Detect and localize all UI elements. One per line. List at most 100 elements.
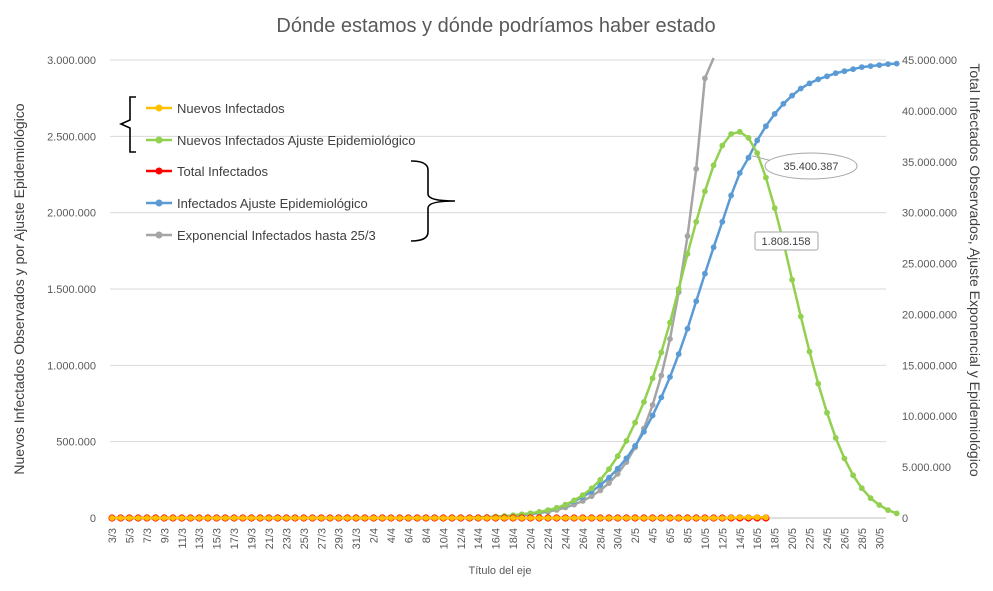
data-point [745,135,752,141]
x-tick-label: 5/3 [124,528,136,543]
data-point [606,474,612,481]
x-tick-label: 20/5 [787,528,799,549]
data-point [632,419,638,426]
data-point [649,515,656,521]
data-point [266,515,272,521]
x-tick-label: 18/5 [770,528,782,549]
data-point [484,515,490,521]
x-tick-label: 17/3 [229,528,241,549]
y-right-tick-label: 0 [902,513,908,525]
data-point [283,515,290,521]
data-point [684,233,691,240]
x-axis-label: Título del eje [469,565,532,577]
x-tick-label: 9/3 [159,528,171,543]
x-tick-label: 12/4 [456,528,468,549]
y-left-tick-label: 1.500.000 [47,284,96,296]
data-point [693,166,700,172]
data-point [867,63,874,69]
data-point [719,218,726,225]
data-point [754,150,761,157]
data-point [545,507,551,514]
data-point [300,515,307,521]
x-tick-label: 4/4 [386,528,398,543]
data-point [126,515,133,521]
data-point [693,515,700,521]
data-point [885,61,891,67]
data-point [763,174,769,181]
data-point [388,515,394,521]
data-point [667,336,673,342]
data-point [728,192,734,199]
data-point [754,514,761,521]
data-point [667,515,673,521]
data-point [510,515,516,521]
x-tick-label: 14/4 [473,528,485,549]
y-axis-right-ticks: 0 5.000.000 10.000.000 15.000.000 20.000.000… [902,55,957,525]
data-point [309,515,316,521]
data-point [562,515,569,521]
data-point [353,515,359,521]
legend-group-bracket-right [410,160,456,242]
data-point [719,515,726,521]
data-point [187,515,194,521]
data-point [885,507,891,513]
data-point [789,92,795,99]
x-tick-label: 30/4 [613,528,625,549]
data-point [614,515,621,521]
data-point [327,515,333,521]
x-tick-label: 29/3 [334,528,346,549]
data-point [178,515,185,521]
data-point [536,515,543,521]
legend-swatch-marker [155,104,163,112]
data-point [850,66,856,73]
data-point [789,276,795,283]
data-point [562,501,569,508]
x-tick-label: 24/4 [560,528,572,549]
legend-swatch-marker [155,167,163,175]
data-point [693,298,700,305]
data-point [841,68,848,75]
legend-item-label: Exponencial Infectados hasta 25/3 [177,228,376,243]
data-point [702,188,708,195]
legend-item-label: Total Infectados [177,164,269,179]
y-right-tick-label: 30.000.000 [902,208,957,220]
data-point [693,218,700,225]
data-point [632,515,638,521]
callout-box [754,231,819,251]
x-tick-label: 18/4 [508,528,520,549]
data-point [396,515,403,521]
data-point [170,515,176,521]
y-left-tick-label: 2.000.000 [47,208,96,220]
data-point [292,515,298,521]
data-point [274,515,281,521]
y-right-tick-label: 35.000.000 [902,157,957,169]
data-point [667,374,673,380]
data-point [658,349,665,356]
y-right-tick-label: 25.000.000 [902,259,957,271]
data-point [588,493,595,500]
data-point [702,515,708,521]
data-point [501,515,508,521]
x-tick-label: 28/5 [857,528,869,549]
data-point [649,412,656,419]
series-line [112,62,897,520]
data-point [832,435,839,441]
data-point [579,498,586,504]
x-tick-label: 22/4 [543,528,555,549]
data-point [754,137,761,144]
y-right-tick-label: 40.000.000 [902,106,957,118]
y-left-tick-label: 1.000.000 [47,360,96,372]
x-tick-label: 6/4 [403,528,415,543]
data-point [370,515,377,521]
data-point [684,515,691,521]
data-point [797,313,804,320]
data-point [545,515,551,521]
data-point [518,515,525,521]
x-tick-label: 23/3 [281,528,293,549]
data-point [710,162,717,169]
data-point [675,351,682,357]
data-point [117,515,124,521]
data-point [728,131,734,137]
data-point [553,505,560,511]
data-point [109,515,115,521]
